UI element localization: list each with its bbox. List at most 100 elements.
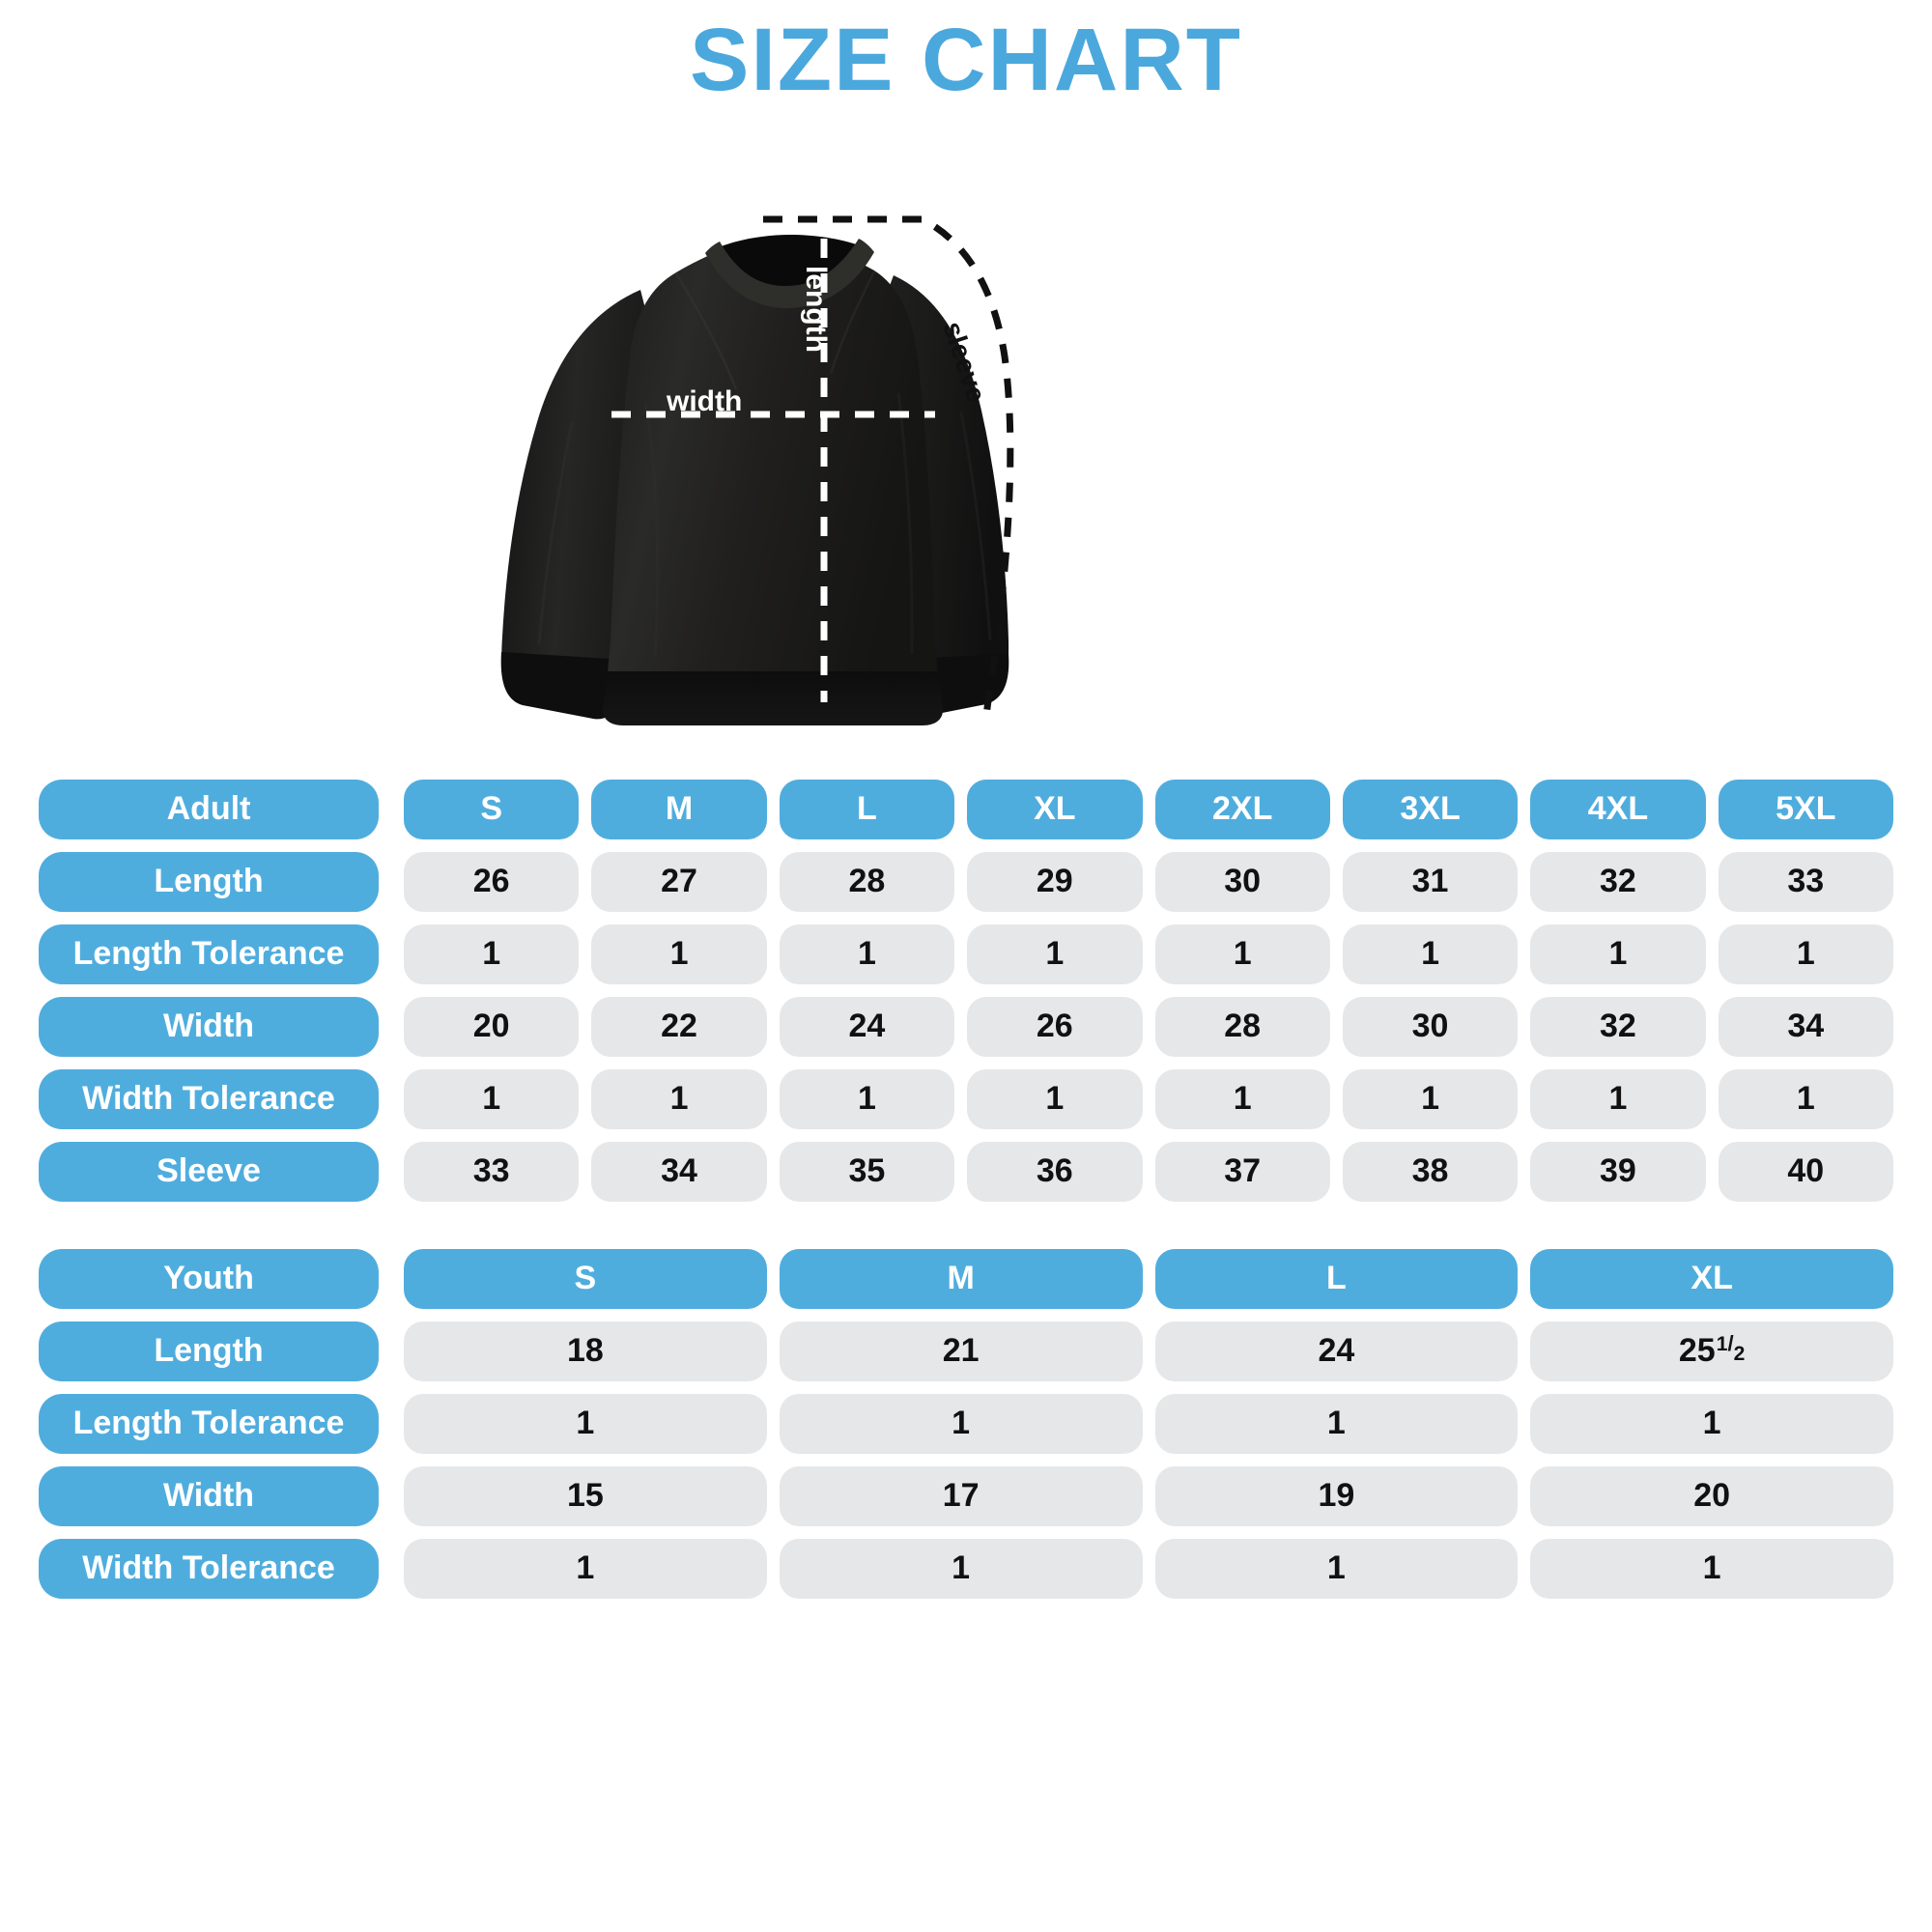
youth-row-label-length: Length	[39, 1321, 379, 1381]
adult-size-header-s: S	[404, 779, 580, 839]
youth-size-header-s: S	[404, 1248, 767, 1309]
adult-size-header-m: M	[591, 779, 767, 839]
table-cell: 26	[404, 851, 580, 912]
table-cell: 33	[1718, 851, 1893, 912]
sleeve-dashed-line	[763, 215, 1014, 718]
page-title: SIZE CHART	[690, 11, 1242, 109]
table-cell: 28	[779, 851, 955, 912]
youth-size-header-xl: XL	[1530, 1248, 1893, 1309]
table-row: Width 20 22 24 26 28 30 32 34	[39, 996, 1893, 1057]
table-cell: 15	[404, 1465, 767, 1526]
adult-size-table: Adult S M L XL 2XL 3XL 4XL 5XL Length 26 27 28 29 30…	[39, 779, 1893, 1202]
table-cell: 1	[1530, 923, 1706, 984]
row-cells: 26 27 28 29 30 31 32 33	[404, 851, 1893, 912]
table-cell: 40	[1718, 1141, 1893, 1202]
left-shoulder-seam	[674, 271, 738, 390]
adult-row-label-sleeve: Sleeve	[39, 1141, 379, 1202]
table-row: Length 26 27 28 29 30 31 32 33	[39, 851, 1893, 912]
table-cell: 1	[1718, 1068, 1893, 1129]
youth-size-header-l: L	[1154, 1248, 1519, 1309]
table-cell: 21	[779, 1321, 1143, 1381]
youth-data-rows: Length 18 21 24 25 1/2 Length Tolerance 1 1 1 1 Wid…	[39, 1321, 1893, 1599]
table-cell: 25 1/2	[1530, 1321, 1893, 1381]
table-cell: 32	[1530, 996, 1706, 1057]
table-cell: 1	[1154, 1538, 1519, 1599]
table-cell: 26	[967, 996, 1143, 1057]
table-cell: 19	[1154, 1465, 1519, 1526]
table-cell: 1	[1154, 1393, 1519, 1454]
sweatshirt-svg	[500, 215, 1014, 725]
shirt-body	[607, 237, 939, 683]
table-cell: 29	[967, 851, 1143, 912]
adult-size-header-5xl: 5XL	[1718, 779, 1893, 839]
table-cell: 1	[1530, 1538, 1893, 1599]
table-cell: 33	[404, 1141, 580, 1202]
table-cell: 24	[779, 996, 955, 1057]
right-shoulder-seam	[829, 270, 876, 374]
table-cell: 1	[404, 1538, 767, 1599]
left-cuff	[500, 651, 626, 720]
tables-container: Adult S M L XL 2XL 3XL 4XL 5XL Length 26 27 28 29 30…	[0, 779, 1932, 1599]
table-cell: 28	[1154, 996, 1330, 1057]
table-cell: 1	[779, 1393, 1143, 1454]
table-row: Length Tolerance 1 1 1 1	[39, 1393, 1893, 1454]
table-cell: 1	[967, 1068, 1143, 1129]
adult-size-header-2xl: 2XL	[1154, 779, 1330, 839]
row-cells: 18 21 24 25 1/2	[404, 1321, 1893, 1381]
table-cell: 30	[1342, 996, 1519, 1057]
table-cell: 1	[1718, 923, 1893, 984]
table-cell: 1	[779, 1538, 1143, 1599]
width-measure-label: width	[667, 384, 743, 417]
table-row: Length 18 21 24 25 1/2	[39, 1321, 1893, 1381]
youth-header-row: Youth S M L XL	[39, 1248, 1893, 1309]
youth-size-header-m: M	[779, 1248, 1143, 1309]
table-cell: 1	[1342, 923, 1519, 984]
table-cell: 22	[591, 996, 767, 1057]
length-measure-label: length	[800, 265, 832, 353]
table-cell: 30	[1154, 851, 1330, 912]
table-cell: 24	[1154, 1321, 1519, 1381]
table-row: Length Tolerance 1 1 1 1 1 1 1 1	[39, 923, 1893, 984]
table-cell: 1	[404, 1068, 580, 1129]
table-row: Width 15 17 19 20	[39, 1465, 1893, 1526]
adult-size-header-xl: XL	[967, 779, 1143, 839]
table-cell: 1	[779, 923, 955, 984]
table-cell: 34	[1718, 996, 1893, 1057]
table-cell: 1	[1154, 1068, 1330, 1129]
table-cell: 20	[404, 996, 580, 1057]
table-cell: 39	[1530, 1141, 1706, 1202]
adult-data-rows: Length 26 27 28 29 30 31 32 33 Length Tolerance 1 1…	[39, 851, 1893, 1202]
table-row: Width Tolerance 1 1 1 1 1 1 1 1	[39, 1068, 1893, 1129]
adult-row-label-length-tolerance: Length Tolerance	[39, 923, 379, 984]
table-cell: 1	[1154, 923, 1330, 984]
row-cells: 33 34 35 36 37 38 39 40	[404, 1141, 1893, 1202]
youth-row-label-width: Width	[39, 1465, 379, 1526]
adult-header-row: Adult S M L XL 2XL 3XL 4XL 5XL	[39, 779, 1893, 839]
youth-row-label-width-tolerance: Width Tolerance	[39, 1538, 379, 1599]
table-cell: 1	[1342, 1068, 1519, 1129]
collar-rib	[705, 238, 874, 308]
table-cell: 1	[591, 1068, 767, 1129]
table-cell: 1	[779, 1068, 955, 1129]
table-cell: 20	[1530, 1465, 1893, 1526]
table-cell: 1	[1530, 1393, 1893, 1454]
adult-size-header-4xl: 4XL	[1530, 779, 1706, 839]
youth-size-table: Youth S M L XL Length 18 21 24 25 1/2 Length Tole…	[39, 1248, 1893, 1599]
youth-size-headers: S M L XL	[404, 1248, 1893, 1309]
table-cell: 1	[967, 923, 1143, 984]
adult-row-label-width: Width	[39, 996, 379, 1057]
table-row: Width Tolerance 1 1 1 1	[39, 1538, 1893, 1599]
table-cell: 36	[967, 1141, 1143, 1202]
row-cells: 20 22 24 26 28 30 32 34	[404, 996, 1893, 1057]
table-spacer	[39, 1214, 1893, 1249]
adult-size-header-l: L	[779, 779, 955, 839]
table-cell: 38	[1342, 1141, 1519, 1202]
adult-row-label-width-tolerance: Width Tolerance	[39, 1068, 379, 1129]
table-cell: 1	[404, 1393, 767, 1454]
youth-table-label: Youth	[39, 1248, 379, 1309]
table-cell: 32	[1530, 851, 1706, 912]
garment-illustration: length width sleeve	[0, 103, 1932, 780]
